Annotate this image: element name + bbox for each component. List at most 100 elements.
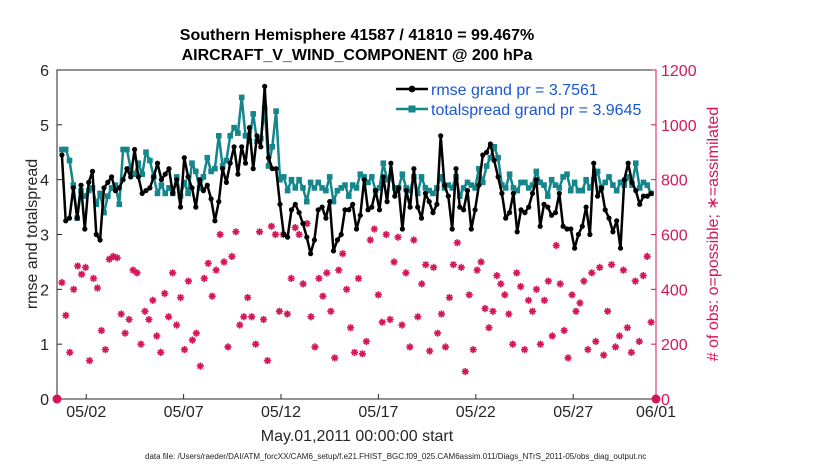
rmse-point [361,177,367,183]
obs-assimilated-point [311,343,319,351]
chart-subtitle: AIRCRAFT_V_WIND_COMPONENT @ 200 hPa [182,47,533,64]
obs-assimilated-point [303,219,311,228]
obs-assimilated-point [449,261,457,269]
obs-assimilated-point [236,321,244,329]
obs-assimilated-point [576,299,584,307]
legend-spread-label: totalspread grand pr = 3.9645 [431,102,641,119]
obs-assimilated-point [224,343,232,351]
rmse-point [418,215,425,221]
rmse-point [399,226,405,232]
totalspread-point [284,187,291,194]
rmse-point [220,166,226,172]
totalspread-point [315,179,321,186]
rmse-point [373,188,379,194]
rmse-point [200,188,206,194]
totalspread-point [97,190,103,197]
obs-assimilated-point [358,350,366,358]
obs-assimilated-point [477,258,485,266]
rmse-point [453,166,459,172]
totalspread-point [70,182,77,188]
rmse-point [648,190,654,196]
rmse-point [441,182,448,188]
totalspread-point [403,185,409,191]
obs-assimilated-point [283,310,291,318]
rmse-point [93,231,99,238]
obs-assimilated-point [208,292,216,300]
rmse-point [449,226,455,232]
totalspread-point [82,193,88,199]
obs-assimilated-point [568,291,576,299]
rmse-point [216,199,222,205]
totalspread-point [548,176,555,183]
rmse-point [484,149,490,155]
totalspread-point [353,185,360,191]
obs-assimilated-point [635,337,643,345]
rmse-point [239,144,245,150]
totalspread-point [430,190,436,197]
obs-assimilated-point [362,337,370,345]
obs-assimilated-point [97,326,105,335]
obs-assimilated-point [105,255,113,263]
rmse-point [330,248,337,254]
obs-assimilated-point [184,277,192,285]
totalspread-point [583,176,589,183]
rmse-point [621,177,627,183]
obs-assimilated-point [109,252,117,260]
obs-assimilated-point [252,340,260,348]
totalspread-point [636,185,643,191]
rmse-point [533,177,539,183]
obs-assimilated-point [256,228,264,236]
obs-assimilated-point [70,285,78,293]
rmse-point [74,215,80,221]
obs-assimilated-point [513,269,521,277]
totalspread-point [212,165,218,172]
rmse-point [491,157,497,164]
rmse-point [384,199,390,205]
rmse-point [334,237,340,243]
y2-tick-label: 600 [661,228,688,245]
totalspread-point [311,185,318,191]
totalspread-point [552,182,559,188]
rmse-point [342,207,348,213]
rmse-point [262,83,268,89]
rmse-point [235,171,241,177]
rmse-point [487,141,493,147]
totalspread-point [376,185,383,191]
totalspread-point [93,201,100,208]
rmse-point [495,174,501,180]
totalspread-point [594,168,601,175]
totalspread-point [120,146,126,153]
totalspread-point [246,138,253,145]
obs-assimilated-point [489,307,497,315]
rmse-point [281,231,287,238]
rmse-point [78,182,84,188]
obs-assimilated-point [82,263,90,271]
obs-assimilated-point [430,263,438,271]
totalspread-point [610,182,616,188]
totalspread-point [384,176,390,183]
rmse-point [610,229,616,235]
totalspread-point [480,179,486,186]
rmse-point [396,185,402,191]
x-axis-label: May.01,2011 00:00:00 start [261,428,454,445]
obs-assimilated-point [493,272,501,280]
obs-assimilated-point [141,307,149,315]
obs-assimilated-point [137,340,145,348]
x-tick-label: 05/07 [164,404,204,421]
obs-assimilated-point [323,269,331,277]
rmse-point [499,190,505,196]
totalspread-point [606,174,612,180]
rmse-point [357,212,363,218]
totalspread-point [281,174,287,180]
obs-assimilated-point [169,269,177,277]
totalspread-point [464,179,471,186]
rmse-point [637,201,643,207]
totalspread-point [418,174,425,180]
obs-assimilated-point [240,313,248,321]
obs-assimilated-point [596,263,604,271]
obs-assimilated-point [263,357,272,365]
rmse-point [323,215,329,221]
rmse-point [63,218,69,224]
y-tick-label: 2 [40,282,49,299]
obs-assimilated-point [469,346,477,354]
